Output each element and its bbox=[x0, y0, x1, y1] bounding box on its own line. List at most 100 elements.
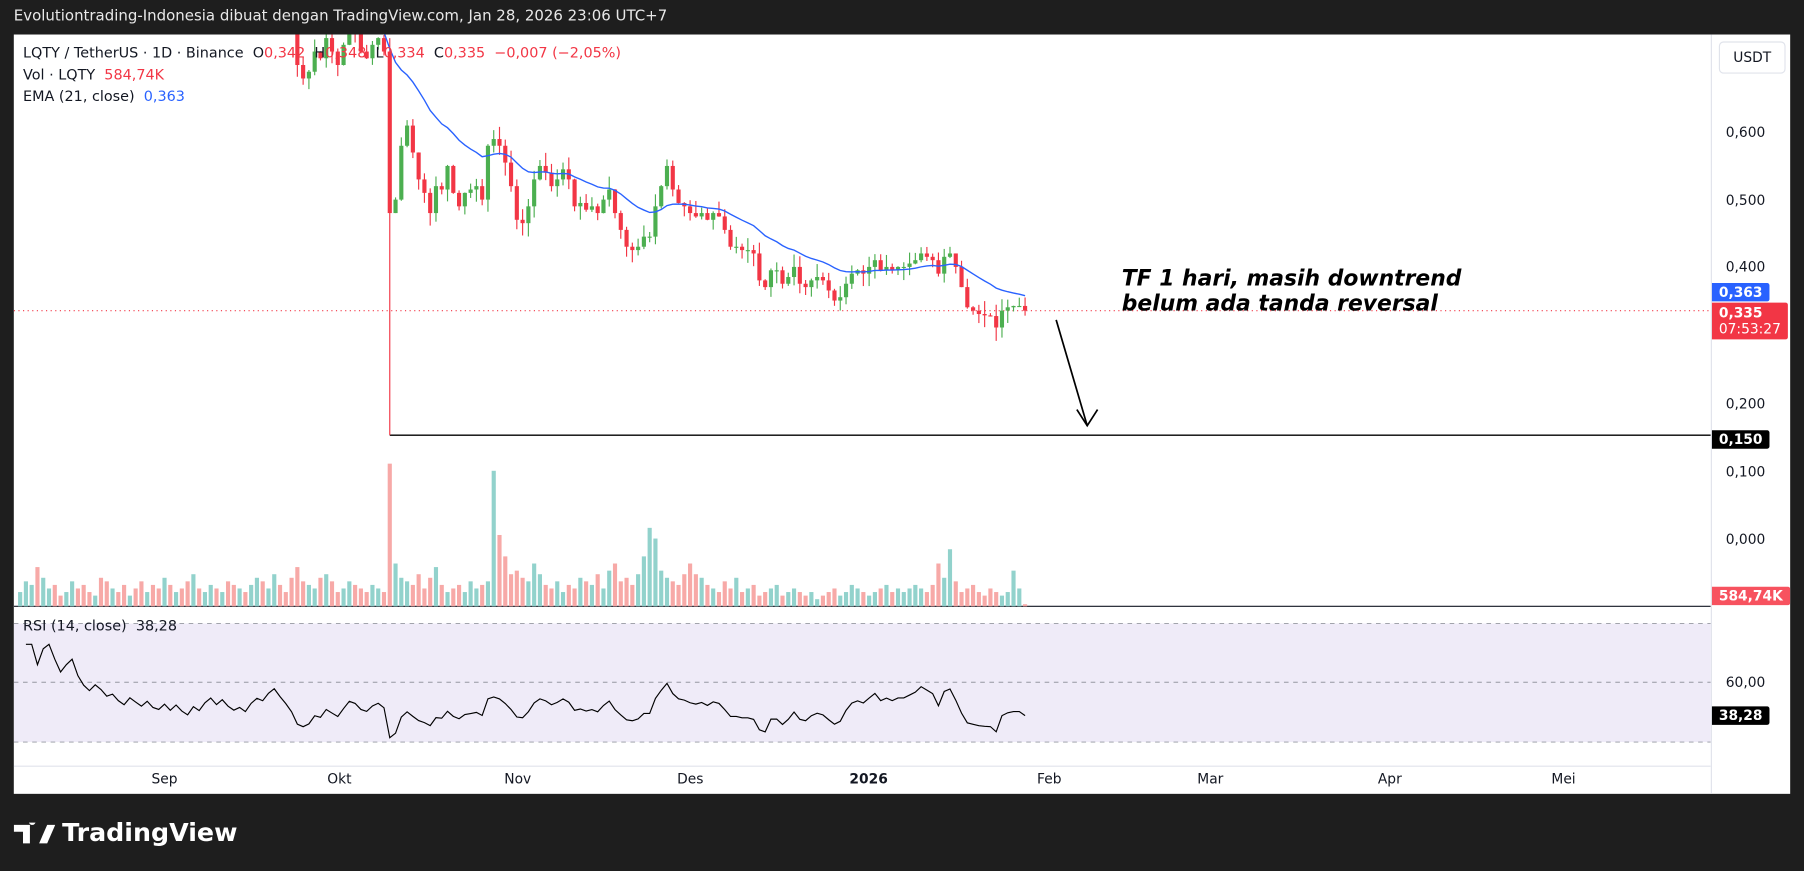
candle-down bbox=[688, 206, 693, 214]
rsi-label: RSI (14, close) bbox=[23, 616, 127, 634]
volume-bar bbox=[104, 581, 109, 607]
candle-down bbox=[693, 213, 698, 217]
volume-bar bbox=[624, 577, 629, 607]
price-chart[interactable] bbox=[13, 34, 1711, 794]
volume-bar bbox=[572, 588, 577, 607]
volume-bar bbox=[174, 592, 179, 607]
candle-down bbox=[722, 216, 727, 230]
volume-bar bbox=[924, 592, 929, 607]
volume-bar bbox=[947, 549, 953, 607]
candle-up bbox=[376, 38, 381, 45]
candle-down bbox=[716, 213, 722, 217]
volume-bar bbox=[122, 584, 127, 607]
volume-bar bbox=[23, 581, 28, 607]
volume-bar bbox=[994, 592, 999, 607]
volume-bar bbox=[884, 584, 889, 607]
volume-bar bbox=[757, 595, 762, 607]
chart-panel[interactable]: LQTY / TetherUS · 1D · Binance O0,342 H0… bbox=[13, 34, 1791, 794]
candle-up bbox=[838, 297, 843, 301]
volume-bar bbox=[243, 592, 248, 607]
change-value: −0,007 (−2,05%) bbox=[494, 43, 622, 61]
volume-bar bbox=[682, 574, 687, 607]
candle-down bbox=[890, 266, 895, 271]
symbol-legend: LQTY / TetherUS · 1D · Binance O0,342 H0… bbox=[23, 44, 621, 61]
volume-bar bbox=[283, 592, 288, 607]
volume-bar bbox=[514, 570, 519, 607]
candle-up bbox=[433, 186, 439, 214]
volume-bar bbox=[289, 577, 294, 607]
candle-down bbox=[936, 260, 941, 274]
candle-up bbox=[636, 246, 641, 251]
volume-bar bbox=[803, 595, 808, 607]
price-axis[interactable]: USDT 0,600 0,500 0,400 0,200 0,100 0,000… bbox=[1710, 34, 1790, 794]
rsi-legend[interactable]: RSI (14, close) 38,28 bbox=[23, 617, 177, 634]
candle-down bbox=[988, 315, 993, 317]
volume-bar bbox=[532, 563, 537, 607]
candle-up bbox=[607, 189, 612, 200]
rsi-tag: 38,28 bbox=[1711, 706, 1770, 725]
volume-bar bbox=[965, 588, 970, 607]
candle-up bbox=[786, 277, 791, 284]
candle-up bbox=[555, 179, 560, 187]
volume-bar bbox=[260, 581, 265, 607]
candle-up bbox=[653, 206, 658, 237]
currency-button[interactable]: USDT bbox=[1718, 41, 1786, 74]
candle-down bbox=[971, 307, 976, 311]
high-value: 0,348 bbox=[325, 43, 367, 61]
time-label: 2026 bbox=[849, 770, 888, 787]
volume-bar bbox=[306, 584, 311, 607]
annotation-line-1[interactable]: TF 1 hari, masih downtrend bbox=[1121, 265, 1462, 292]
candle-up bbox=[589, 206, 594, 210]
close-value: 0,335 bbox=[443, 43, 486, 61]
candle-down bbox=[965, 287, 970, 308]
candle-up bbox=[324, 38, 329, 59]
volume-bar bbox=[901, 592, 906, 607]
volume-bar bbox=[705, 584, 710, 607]
volume-bar bbox=[457, 584, 462, 607]
volume-bar bbox=[266, 588, 271, 607]
volume-bar bbox=[520, 577, 525, 607]
volume-bar bbox=[341, 588, 346, 607]
open-label: O bbox=[252, 43, 265, 61]
volume-bar bbox=[468, 581, 473, 607]
volume-bar bbox=[843, 592, 849, 607]
volume-bar bbox=[191, 574, 196, 607]
volume-bar bbox=[641, 556, 646, 607]
symbol-name[interactable]: LQTY / TetherUS · 1D · Binance bbox=[23, 43, 244, 61]
candle-down bbox=[428, 192, 433, 214]
candle-up bbox=[791, 266, 797, 278]
candle-up bbox=[399, 145, 404, 200]
volume-bar bbox=[872, 592, 877, 607]
candle-up bbox=[849, 273, 854, 284]
candle-up bbox=[843, 283, 849, 298]
candle-down bbox=[584, 202, 589, 210]
annotation-line-2[interactable]: belum ada tanda reversal bbox=[1121, 291, 1438, 317]
candle-up bbox=[341, 44, 346, 66]
volume-bar bbox=[728, 588, 733, 607]
candle-down bbox=[826, 280, 831, 291]
candle-down bbox=[364, 51, 369, 59]
volume-bar bbox=[75, 588, 80, 607]
tradingview-logo-icon bbox=[13, 822, 56, 843]
candle-up bbox=[867, 266, 872, 274]
ema-legend[interactable]: EMA (21, close) 0,363 bbox=[23, 87, 185, 104]
volume-value: 584,74K bbox=[104, 65, 165, 83]
volume-bar bbox=[29, 584, 34, 607]
volume-bar bbox=[58, 595, 63, 607]
volume-legend[interactable]: Vol · LQTY 584,74K bbox=[23, 66, 164, 83]
volume-bar bbox=[399, 577, 404, 607]
time-label: Nov bbox=[504, 770, 532, 787]
price-tick: 0,100 bbox=[1725, 463, 1766, 480]
high-label: H bbox=[314, 43, 326, 61]
volume-bar bbox=[780, 595, 785, 607]
candle-down bbox=[451, 165, 456, 193]
candle-up bbox=[537, 165, 543, 180]
rsi-tick: 60,00 bbox=[1725, 674, 1766, 691]
candle-up bbox=[907, 263, 912, 267]
volume-bar bbox=[347, 581, 352, 607]
candle-up bbox=[901, 266, 906, 269]
volume-bar bbox=[647, 527, 652, 607]
tradingview-logo[interactable]: TradingView bbox=[13, 819, 237, 848]
price-tick: 0,500 bbox=[1725, 192, 1766, 209]
volume-bar bbox=[670, 581, 675, 607]
